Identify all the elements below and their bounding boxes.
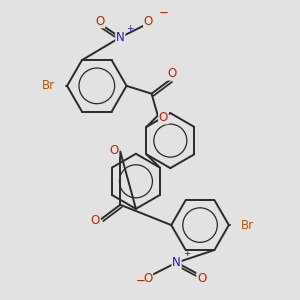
Text: Br: Br xyxy=(42,80,55,92)
Text: O: O xyxy=(91,214,100,227)
Text: +: + xyxy=(127,24,134,33)
Text: −: − xyxy=(135,274,145,287)
Text: O: O xyxy=(159,111,168,124)
Text: Br: Br xyxy=(241,219,254,232)
Text: O: O xyxy=(167,67,176,80)
Text: N: N xyxy=(116,31,125,44)
Text: O: O xyxy=(95,15,105,28)
Text: +: + xyxy=(183,249,190,258)
Text: O: O xyxy=(143,272,152,285)
Text: −: − xyxy=(158,6,168,19)
Text: O: O xyxy=(197,272,206,285)
Text: O: O xyxy=(144,15,153,28)
Text: N: N xyxy=(172,256,181,269)
Text: O: O xyxy=(110,143,118,157)
